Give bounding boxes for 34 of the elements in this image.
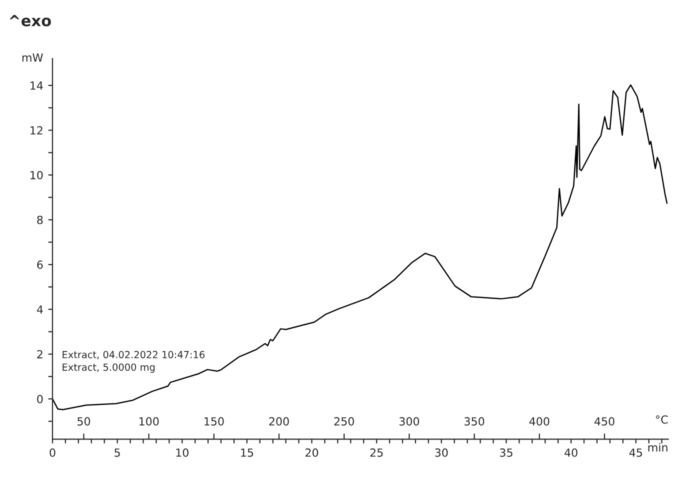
y-tick-label: 12 <box>30 126 42 134</box>
x-tick-label: 5 <box>114 448 120 457</box>
x2-tick-label: 150 <box>204 417 224 426</box>
x-tick-label: 30 <box>435 448 448 457</box>
x-tick-label: 40 <box>564 448 578 457</box>
x2-tick-label: 50 <box>78 417 90 426</box>
y-tick-label: 4 <box>36 305 43 314</box>
x2-tick-label: 450 <box>594 417 614 426</box>
x2-tick-label: 350 <box>464 417 484 426</box>
annotation: Extract, 5.0000 mg <box>62 363 155 373</box>
x-axis-title: min <box>648 443 668 452</box>
x2-tick-label: 400 <box>529 417 550 426</box>
x2-axis-title: °C <box>656 415 668 424</box>
y-tick-label: 8 <box>37 216 43 224</box>
y-tick-label: 0 <box>37 394 43 404</box>
annotation: Extract, 04.02.2022 10:47:16 <box>62 350 205 360</box>
x2-tick-label: 250 <box>334 417 354 426</box>
y-tick-label: 10 <box>30 170 43 180</box>
line-series <box>52 84 668 410</box>
y-tick-label: 6 <box>37 260 43 269</box>
y-tick-label: 14 <box>30 82 43 90</box>
x2-tick-label: 200 <box>269 417 289 426</box>
x-tick-label: 25 <box>370 448 383 457</box>
x-tick-label: 0 <box>50 448 56 457</box>
y-tick-label: 2 <box>37 350 42 358</box>
x2-tick-label: 300 <box>399 417 420 426</box>
x-tick-label: 20 <box>306 448 318 457</box>
x2-tick-label: 100 <box>139 417 159 426</box>
x-tick-label: 35 <box>500 448 512 457</box>
x-tick-label: 15 <box>241 448 254 457</box>
x-tick-label: 10 <box>176 448 188 457</box>
y-axis-title: mW <box>22 54 43 62</box>
x-tick-label: 45 <box>629 448 642 457</box>
chart-title: ^exo <box>10 15 51 26</box>
